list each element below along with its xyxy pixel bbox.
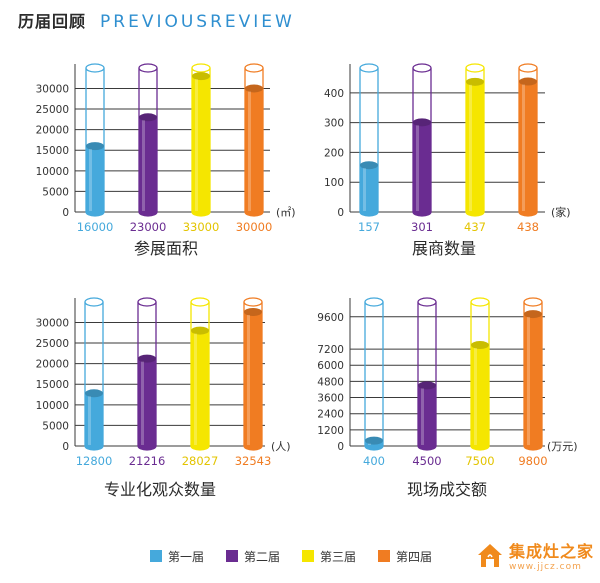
value-label: 28027: [182, 454, 219, 468]
value-label: 30000: [236, 220, 273, 234]
bar: [191, 63, 211, 217]
value-label: 438: [517, 220, 539, 234]
bar: [190, 297, 210, 451]
legend-label: 第一届: [168, 549, 205, 564]
bar: [417, 297, 437, 451]
y-tick-label: 0: [337, 441, 344, 453]
value-label: 437: [464, 220, 486, 234]
y-tick-label: 0: [337, 207, 344, 219]
chart-title: 展商数量: [412, 239, 476, 258]
y-tick-label: 4800: [317, 376, 344, 388]
chart-3: 0 5000 10000 15000 20000 25000 30000 12800 21216…: [36, 297, 291, 499]
bar: [85, 63, 105, 217]
y-tick-label: 2400: [317, 409, 344, 421]
unit-label: (家): [551, 205, 571, 219]
unit-label: (万元): [547, 440, 578, 453]
house-icon: [477, 544, 502, 567]
bar: [244, 63, 264, 217]
chart-title: 现场成交额: [407, 480, 487, 499]
y-tick-label: 25000: [36, 104, 69, 116]
bar: [523, 297, 543, 451]
page-title: 历届回顾: [18, 12, 87, 31]
y-tick-label: 20000: [36, 359, 69, 371]
value-label: 23000: [130, 220, 167, 234]
legend-swatch: [226, 550, 239, 562]
y-tick-label: 0: [62, 441, 69, 453]
value-label: 12800: [76, 454, 113, 468]
value-label: 157: [358, 220, 380, 234]
value-label: 4500: [412, 454, 441, 468]
bar: [137, 297, 157, 451]
chart-2: 0 100 200 300 400 157 301 437 438 (家) 展商数量: [324, 63, 571, 258]
unit-label: (㎡): [276, 206, 296, 219]
value-label: 21216: [129, 454, 166, 468]
legend-swatch: [302, 550, 315, 562]
page-header: 历届回顾 PREVIOUSREVIEW: [18, 8, 295, 38]
y-tick-label: 100: [324, 177, 344, 189]
bar: [359, 63, 379, 217]
bar: [84, 297, 104, 451]
y-tick-label: 300: [324, 118, 344, 130]
y-tick-label: 15000: [36, 379, 69, 391]
legend-label: 第三届: [320, 549, 357, 564]
bar: [364, 297, 384, 451]
legend-label: 第二届: [244, 549, 281, 564]
unit-label: (人): [271, 440, 291, 453]
y-tick-label: 400: [324, 88, 344, 100]
y-tick-label: 9600: [317, 312, 344, 324]
value-label: 9800: [518, 454, 547, 468]
bar: [243, 297, 263, 451]
value-label: 33000: [183, 220, 220, 234]
legend-item: 第二届: [226, 548, 280, 565]
value-label: 301: [411, 220, 433, 234]
bar: [470, 297, 490, 451]
page-subtitle: PREVIOUSREVIEW: [100, 12, 295, 32]
legend-item: 第四届: [378, 548, 432, 565]
legend-item: 第三届: [302, 548, 356, 565]
bar: [518, 63, 538, 217]
legend-swatch: [150, 550, 162, 562]
brand-logo: 集成灶之家 www.jjcz.com: [475, 538, 594, 572]
y-tick-label: 30000: [36, 317, 69, 329]
bar: [465, 63, 485, 217]
y-tick-label: 5000: [42, 186, 69, 198]
value-label: 400: [363, 454, 385, 468]
value-label: 7500: [465, 454, 494, 468]
y-tick-label: 1200: [317, 425, 344, 437]
y-tick-label: 5000: [42, 420, 69, 432]
legend-item: 第一届: [150, 548, 204, 565]
y-tick-label: 30000: [36, 83, 69, 95]
y-tick-label: 3600: [317, 393, 344, 405]
y-tick-label: 6000: [317, 360, 344, 372]
brand-name: 集成灶之家: [508, 542, 594, 561]
value-label: 16000: [77, 220, 114, 234]
chart-title: 参展面积: [134, 239, 198, 258]
y-tick-label: 0: [62, 207, 69, 219]
brand-url: www.jjcz.com: [508, 562, 582, 572]
y-tick-label: 25000: [36, 338, 69, 350]
legend-label: 第四届: [396, 549, 433, 564]
y-tick-label: 20000: [36, 125, 69, 137]
chart-4: 0 1200 2400 3600 4800 6000 7200 9600 400 4500 7500…: [317, 297, 578, 499]
legend: 第一届 第二届 第三届 第四届: [150, 546, 454, 566]
legend-swatch: [378, 550, 391, 562]
y-tick-label: 10000: [36, 400, 69, 412]
chart-title: 专业化观众数量: [104, 480, 216, 499]
bar: [412, 63, 432, 217]
bar: [138, 63, 158, 217]
y-tick-label: 15000: [36, 145, 69, 157]
chart-1: 0 5000 10000 15000 20000 25000 30000 16000 23000…: [36, 63, 296, 258]
y-tick-label: 7200: [317, 344, 344, 356]
y-tick-label: 200: [324, 147, 344, 159]
value-label: 32543: [235, 454, 272, 468]
y-tick-label: 10000: [36, 166, 69, 178]
